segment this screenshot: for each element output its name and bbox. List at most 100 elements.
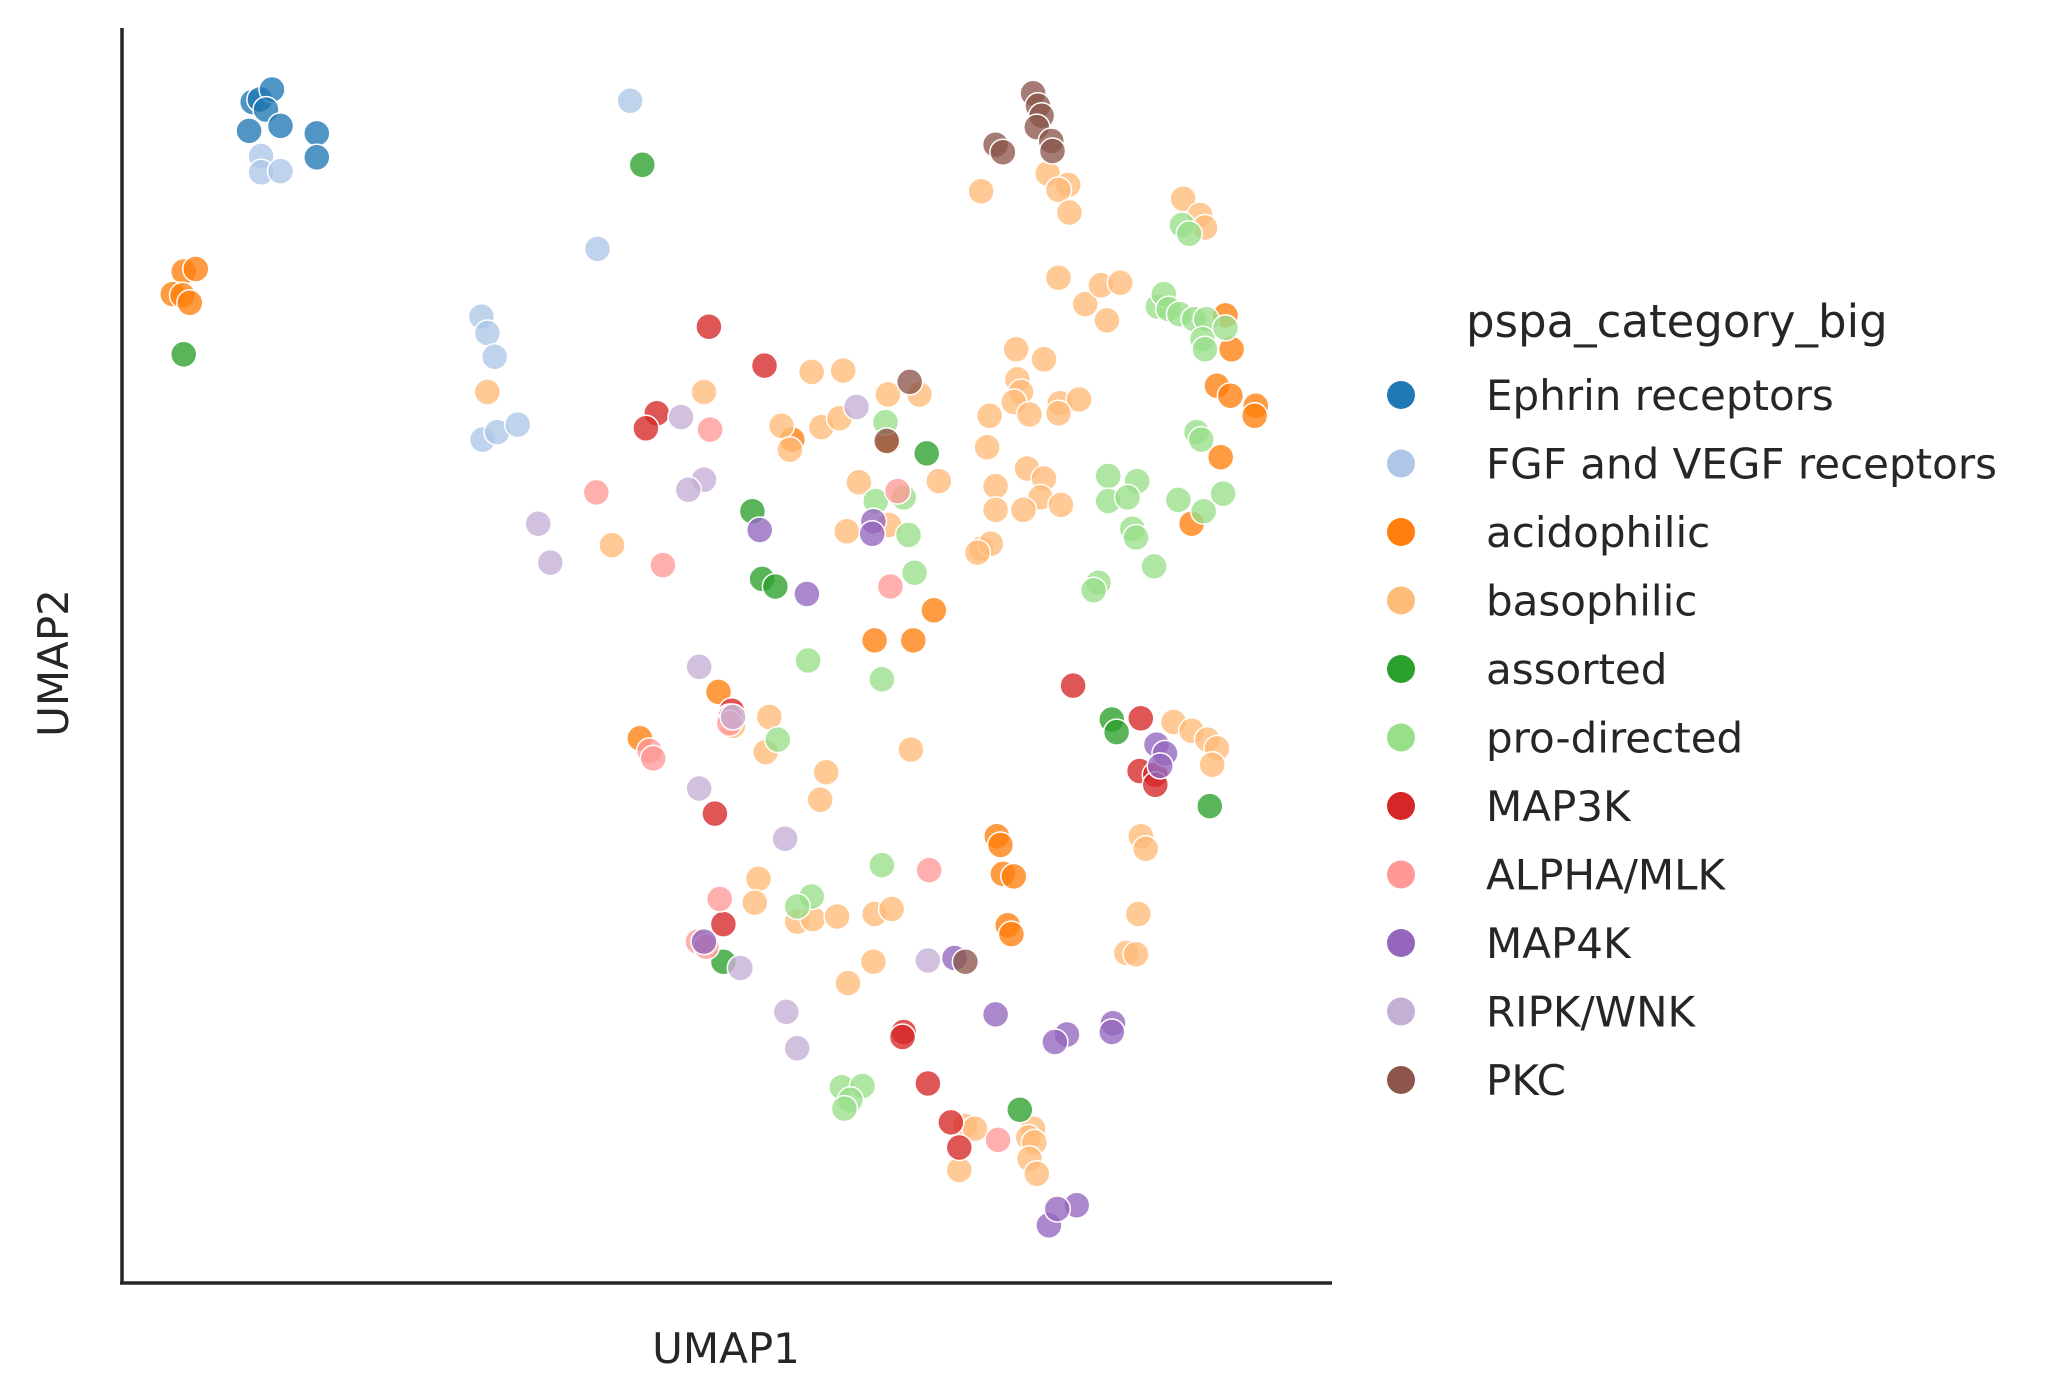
point-assorted	[1006, 1096, 1034, 1124]
legend-item-pro-directed: pro-directed	[1387, 714, 1743, 763]
x-axis-label: UMAP1	[652, 1324, 800, 1373]
point-acidophilic	[1000, 862, 1028, 891]
legend-item-alpha-mlk: ALPHA/MLK	[1387, 851, 1727, 900]
point-acidophilic	[920, 596, 948, 625]
point-ripk-wnk	[667, 403, 695, 431]
point-map4k	[1041, 1028, 1069, 1056]
legend-marker	[1387, 997, 1415, 1026]
point-basophilic	[973, 433, 1001, 461]
point-pkc	[895, 368, 924, 396]
point-alpha-mlk	[915, 856, 943, 884]
legend-label: MAP4K	[1486, 919, 1632, 968]
point-ephrin-receptors	[235, 117, 263, 145]
legend-label: PKC	[1486, 1056, 1566, 1105]
point-map4k	[745, 516, 774, 544]
point-basophilic	[1002, 335, 1030, 364]
point-basophilic	[1044, 263, 1073, 292]
point-acidophilic	[1240, 402, 1269, 430]
point-alpha-mlk	[705, 885, 734, 913]
legend-marker	[1387, 449, 1415, 478]
point-alpha-mlk	[649, 551, 677, 579]
point-basophilic	[1009, 496, 1038, 524]
legend-marker	[1387, 381, 1415, 409]
point-acidophilic	[997, 920, 1026, 948]
point-basophilic	[823, 902, 851, 931]
point-pro-directed	[894, 521, 923, 549]
point-fgf-and-vegf-receptors	[503, 410, 532, 439]
point-basophilic	[1093, 306, 1121, 335]
point-assorted	[761, 572, 790, 601]
series-ephrin-receptors	[235, 75, 331, 172]
point-pro-directed	[868, 851, 896, 879]
series-assorted	[169, 151, 1224, 1124]
legend-marker	[1387, 860, 1415, 889]
point-pkc	[1038, 137, 1067, 165]
point-fgf-and-vegf-receptors	[266, 157, 295, 185]
legend-item-map4k: MAP4K	[1387, 919, 1632, 968]
point-basophilic	[1044, 399, 1073, 428]
point-acidophilic	[704, 678, 733, 706]
point-map4k	[1043, 1195, 1072, 1223]
point-basophilic	[845, 468, 873, 497]
point-basophilic	[1198, 750, 1226, 779]
legend-label: MAP3K	[1486, 782, 1632, 831]
point-alpha-mlk	[984, 1126, 1012, 1154]
point-map4k	[1098, 1018, 1126, 1046]
point-pro-directed	[1122, 523, 1150, 552]
y-axis-label: UMAP2	[29, 589, 78, 737]
point-map4k	[858, 520, 886, 548]
point-map3k	[1127, 704, 1155, 733]
point-ripk-wnk	[674, 476, 703, 504]
point-pro-directed	[1079, 576, 1108, 604]
point-pkc	[989, 138, 1017, 166]
point-pro-directed	[1140, 552, 1168, 581]
legend-marker	[1387, 518, 1415, 546]
point-basophilic	[690, 378, 718, 406]
point-map3k	[937, 1108, 965, 1137]
point-basophilic	[859, 947, 888, 976]
point-basophilic	[975, 402, 1004, 430]
point-basophilic	[1023, 1160, 1051, 1188]
point-basophilic	[967, 177, 995, 205]
point-basophilic	[897, 735, 925, 764]
point-map3k	[888, 1023, 917, 1051]
point-map3k	[632, 414, 660, 443]
point-fgf-and-vegf-receptors	[583, 235, 612, 263]
point-ephrin-receptors	[303, 143, 331, 172]
point-ripk-wnk	[726, 954, 755, 982]
legend-marker	[1387, 1066, 1415, 1094]
point-acidophilic	[899, 626, 928, 655]
legend-item-fgf-and-vegf-receptors: FGF and VEGF receptors	[1387, 440, 1997, 489]
point-map4k	[981, 1000, 1010, 1029]
point-pro-directed	[1113, 483, 1142, 512]
point-ripk-wnk	[719, 703, 747, 731]
point-assorted	[1102, 718, 1131, 746]
point-pro-directed	[1094, 462, 1122, 490]
legend-label: FGF and VEGF receptors	[1486, 440, 1997, 489]
point-acidophilic	[182, 255, 210, 283]
point-assorted	[169, 340, 198, 369]
point-assorted	[628, 151, 657, 179]
series-ripk-wnk	[524, 393, 942, 1063]
point-ripk-wnk	[772, 998, 801, 1026]
point-alpha-mlk	[883, 477, 912, 505]
point-basophilic	[877, 895, 906, 923]
series-fgf-and-vegf-receptors	[247, 87, 644, 454]
point-pro-directed	[794, 646, 822, 675]
point-basophilic	[981, 472, 1010, 500]
point-basophilic	[1106, 269, 1135, 297]
point-basophilic	[1015, 400, 1044, 429]
legend-marker	[1387, 586, 1415, 615]
point-map4k	[1146, 752, 1174, 780]
legend-item-map3k: MAP3K	[1387, 782, 1632, 831]
point-basophilic	[806, 786, 834, 814]
point-pro-directed	[1191, 335, 1219, 364]
point-map3k	[750, 351, 779, 380]
point-pro-directed	[868, 665, 896, 694]
point-ripk-wnk	[842, 393, 871, 421]
point-basophilic	[744, 865, 773, 893]
point-basophilic	[925, 467, 953, 495]
legend-label: Ephrin receptors	[1486, 371, 1834, 420]
point-map4k	[690, 927, 718, 956]
